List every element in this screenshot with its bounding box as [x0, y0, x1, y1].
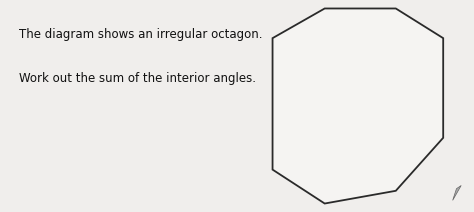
Text: The diagram shows an irregular octagon.: The diagram shows an irregular octagon.	[19, 28, 263, 40]
Polygon shape	[453, 186, 461, 200]
Text: Work out the sum of the interior angles.: Work out the sum of the interior angles.	[19, 72, 256, 85]
Polygon shape	[273, 8, 443, 204]
